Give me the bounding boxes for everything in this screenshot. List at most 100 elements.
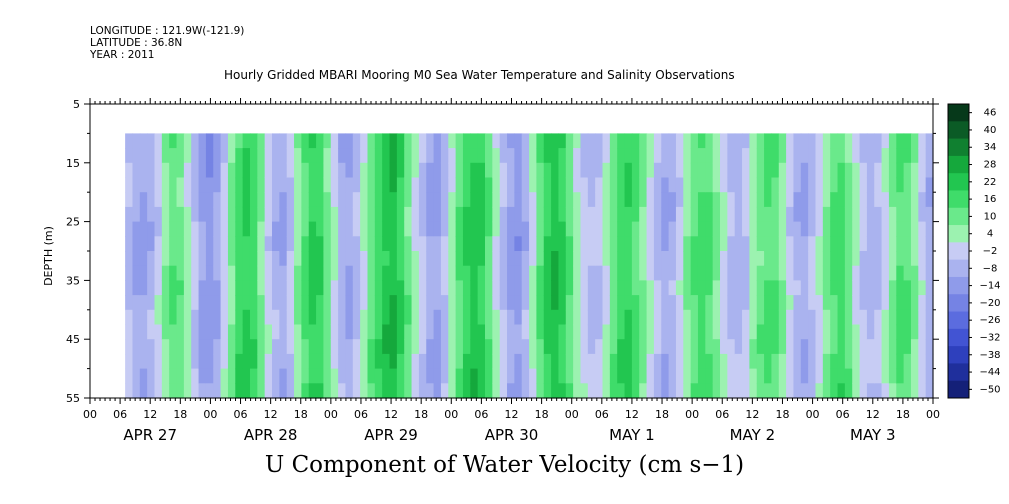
heatmap-cell bbox=[646, 221, 655, 237]
heatmap-cell bbox=[903, 265, 912, 281]
heatmap-cell bbox=[793, 280, 802, 296]
heatmap-cell bbox=[213, 236, 222, 252]
heatmap-cell bbox=[448, 177, 457, 193]
heatmap-cell bbox=[587, 221, 596, 237]
heatmap-cell bbox=[705, 353, 714, 370]
heatmap-cell bbox=[697, 309, 706, 326]
heatmap-cell bbox=[852, 339, 861, 355]
heatmap-cell bbox=[573, 192, 582, 208]
heatmap-cell bbox=[257, 353, 266, 370]
heatmap-cell bbox=[448, 133, 457, 149]
heatmap-cell bbox=[426, 148, 435, 164]
heatmap-cell bbox=[551, 353, 560, 370]
heatmap-cell bbox=[477, 324, 486, 340]
heatmap-cell bbox=[580, 265, 589, 281]
heatmap-cell bbox=[330, 368, 339, 384]
heatmap-cell bbox=[551, 148, 560, 164]
heatmap-cell bbox=[580, 368, 589, 384]
heatmap-cell bbox=[646, 236, 655, 252]
heatmap-cell bbox=[242, 353, 251, 370]
heatmap-cell bbox=[888, 192, 897, 208]
heatmap-cell bbox=[345, 236, 354, 252]
heatmap-cell bbox=[418, 353, 427, 370]
heatmap-cell bbox=[477, 236, 486, 252]
heatmap-cell bbox=[440, 383, 449, 399]
heatmap-cell bbox=[485, 324, 493, 340]
heatmap-cell bbox=[389, 295, 398, 311]
heatmap-cell bbox=[154, 339, 163, 355]
heatmap-cell bbox=[360, 280, 369, 296]
heatmap-cell bbox=[330, 133, 339, 149]
heatmap-cell bbox=[558, 324, 567, 340]
heatmap-cell bbox=[235, 251, 244, 267]
heatmap-cell bbox=[837, 353, 846, 370]
heatmap-cell bbox=[462, 383, 471, 399]
heatmap-cell bbox=[859, 339, 868, 355]
heatmap-cell bbox=[308, 383, 317, 399]
colorbar-label: −32 bbox=[979, 332, 1000, 343]
heatmap-cell bbox=[169, 221, 178, 237]
heatmap-cell bbox=[639, 353, 648, 370]
heatmap-cell bbox=[800, 133, 809, 149]
heatmap-cell bbox=[382, 206, 391, 223]
heatmap-cell bbox=[367, 221, 376, 237]
heatmap-cell bbox=[756, 383, 765, 399]
heatmap-cell bbox=[786, 265, 795, 281]
heatmap-cell bbox=[822, 192, 831, 208]
heatmap-cell bbox=[749, 324, 758, 340]
heatmap-cell bbox=[521, 324, 530, 340]
heatmap-cell bbox=[529, 133, 537, 149]
heatmap-cell bbox=[154, 148, 163, 164]
heatmap-cell bbox=[352, 251, 361, 267]
heatmap-cell bbox=[352, 353, 361, 370]
heatmap-cell bbox=[888, 309, 897, 326]
heatmap-cell bbox=[462, 206, 471, 223]
heatmap-cell bbox=[536, 324, 545, 340]
heatmap-cell bbox=[338, 206, 347, 223]
heatmap-cell bbox=[720, 309, 728, 326]
colorbar-swatch bbox=[948, 363, 969, 382]
heatmap-cell bbox=[411, 133, 420, 149]
heatmap-cell bbox=[411, 324, 420, 340]
heatmap-cell bbox=[462, 148, 471, 164]
heatmap-cell bbox=[720, 206, 728, 223]
heatmap-cell bbox=[183, 221, 192, 237]
heatmap-cell bbox=[257, 324, 266, 340]
heatmap-cell bbox=[631, 221, 640, 237]
heatmap-cell bbox=[257, 162, 266, 179]
heatmap-cell bbox=[529, 324, 537, 340]
heatmap-cell bbox=[249, 309, 258, 326]
colorbar-label: 4 bbox=[987, 229, 993, 240]
heatmap-cell bbox=[874, 309, 883, 326]
heatmap-cell bbox=[440, 353, 449, 370]
heatmap-cell bbox=[301, 383, 310, 399]
heatmap-cell bbox=[198, 148, 207, 164]
heatmap-cell bbox=[602, 148, 611, 164]
heatmap-cell bbox=[242, 280, 251, 296]
x-tick-label: 12 bbox=[625, 408, 639, 421]
heatmap-cell bbox=[220, 206, 229, 223]
heatmap-cell bbox=[418, 339, 427, 355]
heatmap-cell bbox=[169, 295, 178, 311]
heatmap-cell bbox=[866, 206, 875, 223]
heatmap-cell bbox=[778, 133, 787, 149]
heatmap-cell bbox=[470, 251, 479, 267]
heatmap-cell bbox=[844, 236, 853, 252]
heatmap-cell bbox=[720, 295, 728, 311]
heatmap-cell bbox=[888, 133, 897, 149]
heatmap-cell bbox=[639, 206, 648, 223]
heatmap-cell bbox=[338, 236, 347, 252]
heatmap-cell bbox=[742, 339, 750, 355]
heatmap-cell bbox=[720, 265, 728, 281]
heatmap-cell bbox=[910, 280, 919, 296]
heatmap-cell bbox=[822, 339, 831, 355]
heatmap-cell bbox=[543, 339, 552, 355]
heatmap-cell bbox=[462, 221, 471, 237]
heatmap-cell bbox=[624, 353, 633, 370]
heatmap-cell bbox=[521, 206, 530, 223]
heatmap-cell bbox=[440, 368, 449, 384]
heatmap-cell bbox=[433, 280, 442, 296]
heatmap-cell bbox=[161, 339, 170, 355]
heatmap-cell bbox=[198, 162, 207, 179]
heatmap-cell bbox=[529, 148, 537, 164]
